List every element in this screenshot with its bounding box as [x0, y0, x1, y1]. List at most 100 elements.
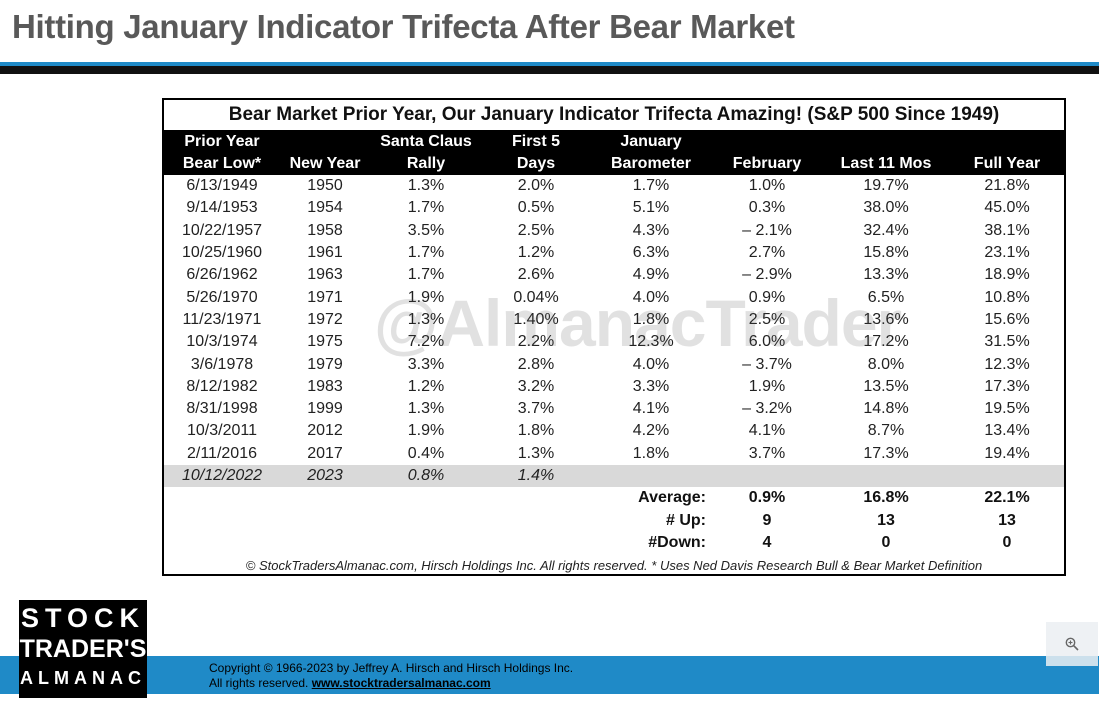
- table-cell: 11/23/1971: [182, 310, 262, 328]
- table-cell: 1.7%: [407, 266, 445, 284]
- column-header: Bear Low*: [164, 153, 280, 175]
- table-cell: 14.8%: [863, 400, 909, 418]
- table-footnote: © StockTradersAlmanac.com, Hirsch Holdin…: [245, 558, 983, 573]
- summary-last-11-mos: 16.8%: [863, 489, 909, 507]
- column-header: [822, 131, 950, 153]
- summary-last-11-mos: 13: [877, 511, 895, 529]
- table-cell: 2.2%: [517, 333, 555, 351]
- table-cell: 38.0%: [863, 199, 909, 217]
- table-row: 9/14/1953 1954 1.7% 0.5% 5.1% 0.3% 38.0% 45.0%: [164, 197, 1064, 219]
- table-title: Bear Market Prior Year, Our January Indi…: [164, 100, 1064, 131]
- column-header: Prior Year: [164, 131, 280, 153]
- table-cell: 1961: [307, 244, 343, 262]
- logo-line-2: TRADER'S: [19, 635, 147, 663]
- summary-last-11-mos: 0: [881, 533, 891, 551]
- column-header: First 5: [482, 131, 590, 153]
- table-cell: 8.0%: [867, 355, 905, 373]
- table-cell: 4.2%: [632, 422, 670, 440]
- column-header: [712, 131, 822, 153]
- table-cell: 17.3%: [863, 444, 909, 462]
- footer-copyright: Copyright © 1966-2023 by Jeffrey A. Hirs…: [209, 661, 574, 675]
- table-cell: 3.3%: [632, 377, 670, 395]
- footer-band: [0, 656, 1099, 694]
- column-header: [950, 131, 1064, 153]
- summary-label: # Up:: [666, 511, 706, 529]
- table-cell: 23.1%: [984, 244, 1030, 262]
- table-cell: 3.7%: [748, 444, 786, 462]
- table-cell: 13.6%: [863, 310, 909, 328]
- trifecta-table: Prior Year Santa Claus First 5 January Bear…: [164, 131, 1064, 554]
- table-cell: 0.04%: [513, 288, 559, 306]
- table-cell: 1.8%: [632, 444, 670, 462]
- table-cell: 5.1%: [632, 199, 670, 217]
- table-cell: 1.9%: [407, 422, 445, 440]
- table-cell: 6/13/1949: [186, 177, 258, 195]
- table-cell: 4.9%: [632, 266, 670, 284]
- table-cell: 10/25/1960: [181, 244, 263, 262]
- table-row: 11/23/1971 1972 1.3% 1.40% 1.8% 2.5% 13.6% 15.6…: [164, 309, 1064, 331]
- table-cell: 4.0%: [632, 288, 670, 306]
- table-cell: 4.3%: [632, 221, 670, 239]
- table-cell: 6/26/1962: [186, 266, 258, 284]
- table-row: 6/13/1949 1950 1.3% 2.0% 1.7% 1.0% 19.7% 21.8%: [164, 175, 1064, 197]
- zoom-button[interactable]: [1046, 622, 1098, 666]
- column-header: Barometer: [590, 153, 712, 175]
- column-header: [280, 131, 370, 153]
- table-cell: 3.3%: [407, 355, 445, 373]
- table-cell: 12.3%: [628, 333, 674, 351]
- table-cell: 19.7%: [863, 177, 909, 195]
- column-header: Days: [482, 153, 590, 175]
- table-cell: 17.3%: [984, 377, 1030, 395]
- table-cell: 1971: [307, 288, 343, 306]
- table-cell: 12.3%: [984, 355, 1030, 373]
- table-cell: 1.4%: [482, 464, 590, 488]
- table-cell: 0.8%: [370, 464, 482, 488]
- table-cell: 7.2%: [407, 333, 445, 351]
- table-cell: 6.0%: [748, 333, 786, 351]
- trifecta-table-box: Bear Market Prior Year, Our January Indi…: [162, 98, 1066, 576]
- table-cell: 1975: [307, 333, 343, 351]
- table-row: 10/22/1957 1958 3.5% 2.5% 4.3% – 2.1% 32.4% 38.…: [164, 220, 1064, 242]
- table-cell: 1.7%: [632, 177, 670, 195]
- table-cell: 1950: [307, 177, 343, 195]
- column-header: January: [590, 131, 712, 153]
- table-cell: 2.8%: [517, 355, 555, 373]
- table-cell: [712, 464, 822, 488]
- table-cell: 2/11/2016: [187, 444, 257, 462]
- table-cell: 2012: [307, 422, 343, 440]
- table-cell: [822, 464, 950, 488]
- table-cell: 1.2%: [517, 244, 555, 262]
- table-cell: 1.3%: [407, 400, 445, 418]
- table-row: 2/11/2016 2017 0.4% 1.3% 1.8% 3.7% 17.3% 19.4%: [164, 443, 1064, 465]
- table-cell: 45.0%: [984, 199, 1030, 217]
- table-cell: [590, 464, 712, 488]
- summary-label: Average:: [638, 489, 706, 507]
- table-cell: 10/3/2011: [187, 422, 257, 440]
- summary-february: 9: [762, 511, 772, 529]
- table-cell: 13.3%: [863, 266, 909, 284]
- table-cell: 1.8%: [517, 422, 555, 440]
- table-cell: 1.0%: [748, 177, 786, 195]
- table-row: 8/12/1982 1983 1.2% 3.2% 3.3% 1.9% 13.5% 17.3%: [164, 376, 1064, 398]
- table-row: 10/25/1960 1961 1.7% 1.2% 6.3% 2.7% 15.8% 23.1%: [164, 242, 1064, 264]
- table-cell: 1.3%: [407, 310, 445, 328]
- almanac-site-link[interactable]: www.stocktradersalmanac.com: [311, 676, 491, 690]
- logo-line-1: STOCK: [20, 603, 145, 633]
- table-cell: 0.5%: [517, 199, 555, 217]
- title-rule-black: [0, 66, 1099, 74]
- logo-line-3: ALMANAC: [20, 668, 146, 688]
- table-cell: 8.7%: [867, 422, 905, 440]
- table-cell: 4.0%: [632, 355, 670, 373]
- table-cell: – 2.9%: [742, 266, 792, 284]
- table-cell: 13.4%: [984, 422, 1030, 440]
- table-cell: 10/22/1957: [181, 221, 263, 239]
- table-cell: 1.40%: [513, 310, 559, 328]
- summary-row: #Down: 4 0 0: [164, 532, 1064, 554]
- table-cell: 0.9%: [748, 288, 786, 306]
- column-header: February: [712, 153, 822, 175]
- table-cell: 10/3/1974: [186, 333, 258, 351]
- table-row: 8/31/1998 1999 1.3% 3.7% 4.1% – 3.2% 14.8% 19.5…: [164, 398, 1064, 420]
- table-cell: 31.5%: [984, 333, 1030, 351]
- table-cell: 8/31/1998: [186, 400, 258, 418]
- table-cell: 2.5%: [748, 310, 786, 328]
